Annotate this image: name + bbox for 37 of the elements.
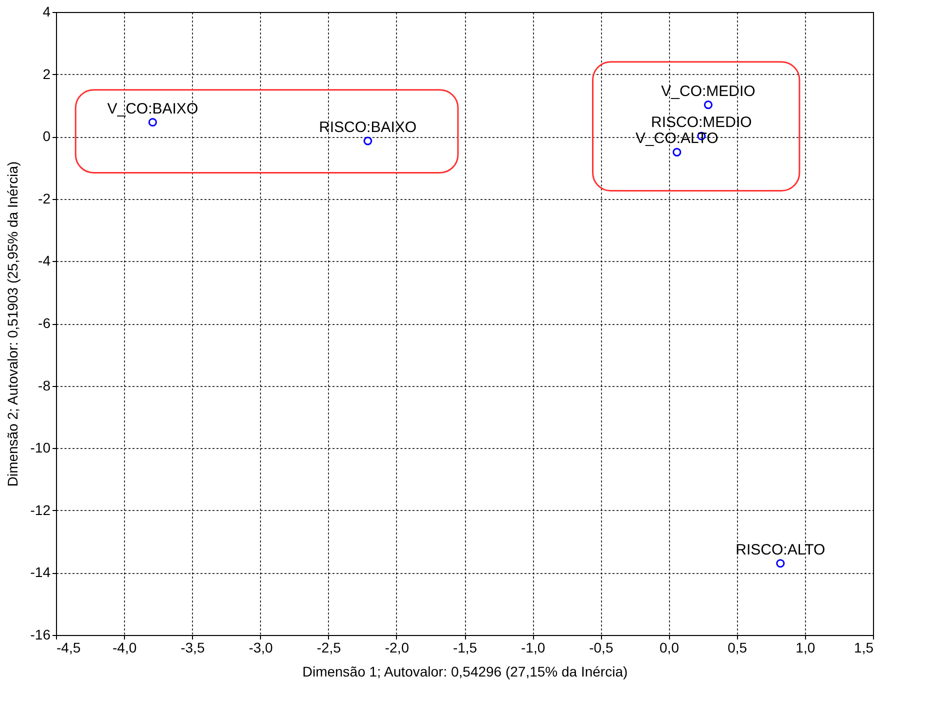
- point: [364, 136, 372, 146]
- x-tick-label: 0,0: [660, 640, 680, 656]
- annotation: V_CO:MEDIO: [661, 82, 756, 100]
- annotation: RISCO:ALTO: [736, 541, 826, 558]
- annotation: V_CO:ALTO: [636, 130, 718, 148]
- x-tick-label: -4,5: [56, 640, 81, 656]
- x-tick-label: 1,0: [796, 640, 816, 656]
- annotation: V_CO:BAIXO: [107, 100, 198, 118]
- x-tick-label: -2,0: [384, 640, 410, 656]
- y-tick-label: -16: [30, 626, 51, 642]
- y-tick-label: -12: [30, 502, 51, 518]
- y-axis-title: Dimensão 2; Autovalor: 0,51903 (25,95% da Inércia): [4, 161, 20, 487]
- x-tick-label: 0,5: [728, 640, 748, 656]
- x-tick-label: -3,5: [180, 640, 205, 656]
- y-tick-label: -8: [38, 377, 51, 394]
- x-tick-label: -4,0: [112, 640, 137, 656]
- point: [148, 118, 157, 127]
- y-tick-label: -2: [38, 190, 51, 206]
- annotation: RISCO:MEDIO: [651, 114, 752, 131]
- x-tick-label: -0,5: [589, 640, 614, 656]
- annotation: RISCO:BAIXO: [319, 118, 417, 136]
- y-tick-label: -6: [38, 315, 51, 331]
- x-axis-title: Dimensão 1; Autovalor: 0,54296 (27,15% da Inércia): [302, 664, 628, 680]
- y-tick-label: 0: [42, 128, 51, 144]
- point: [776, 559, 785, 568]
- y-tick-label: 4: [42, 4, 51, 20]
- point: [704, 100, 713, 110]
- x-tick-label: -1,0: [521, 640, 546, 656]
- point: [672, 148, 682, 156]
- x-tick-label: -3,0: [248, 640, 274, 656]
- x-tick-label: 1,5: [854, 640, 874, 656]
- y-tick-label: -14: [30, 564, 51, 580]
- y-tick-label: -10: [30, 440, 51, 456]
- y-tick-label: -4: [38, 252, 51, 269]
- x-tick-label: -2,5: [316, 640, 342, 656]
- y-tick-label: 2: [42, 66, 51, 82]
- x-tick-label: -1,5: [452, 640, 478, 656]
